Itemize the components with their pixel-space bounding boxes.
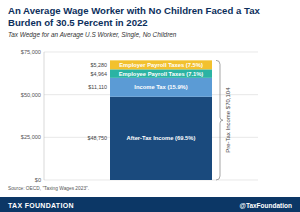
y-tick-label: $25,000 [21,134,41,140]
subtitle: Tax Wedge for an Average U.S Worker, Sin… [8,31,177,39]
bar-segment [110,78,212,97]
data-label: $11,110 [88,84,107,90]
annotation: Pre-Tax Income $70,104 [225,87,231,153]
y-tick-label: $50,000 [21,92,41,98]
bar-segment [110,69,212,77]
title-line: Burden of 30.5 Percent in 2022 [8,17,148,28]
grid-line [44,52,258,53]
segment-name: Income Tax (15.9%) [134,84,187,90]
bars [110,60,212,180]
footer-bar [0,197,300,212]
bar-segment [110,97,212,180]
data-label: $48,750 [88,135,108,141]
chart: An Average Wage Worker with No Children … [0,0,300,212]
footer-left: TAX FOUNDATION [8,202,74,209]
segment-name: After-Tax Income (69.5%) [127,135,196,141]
y-tick-label: $0 [35,177,41,183]
segment-name: Employee Payroll Taxes (7.1%) [119,71,204,77]
title-line: An Average Wage Worker with No Children … [8,5,260,16]
bar-segment [110,60,212,69]
labels: After-Tax Income (69.5%) $48,750 Income Ta… [88,62,204,142]
source: Source: OECD, "Taxing Wages 2023". [8,186,89,191]
y-axis-line [44,52,45,180]
background [0,0,300,212]
data-label: $4,964 [91,71,108,77]
y-tick-label: $75,000 [21,49,41,55]
footer-right: @TaxFoundation [240,202,292,209]
title: An Average Wage Worker with No Children … [8,5,260,28]
segment-name: Employer Payroll Taxes (7.5%) [119,62,203,68]
data-label: $5,280 [91,62,108,68]
brace [216,60,223,180]
